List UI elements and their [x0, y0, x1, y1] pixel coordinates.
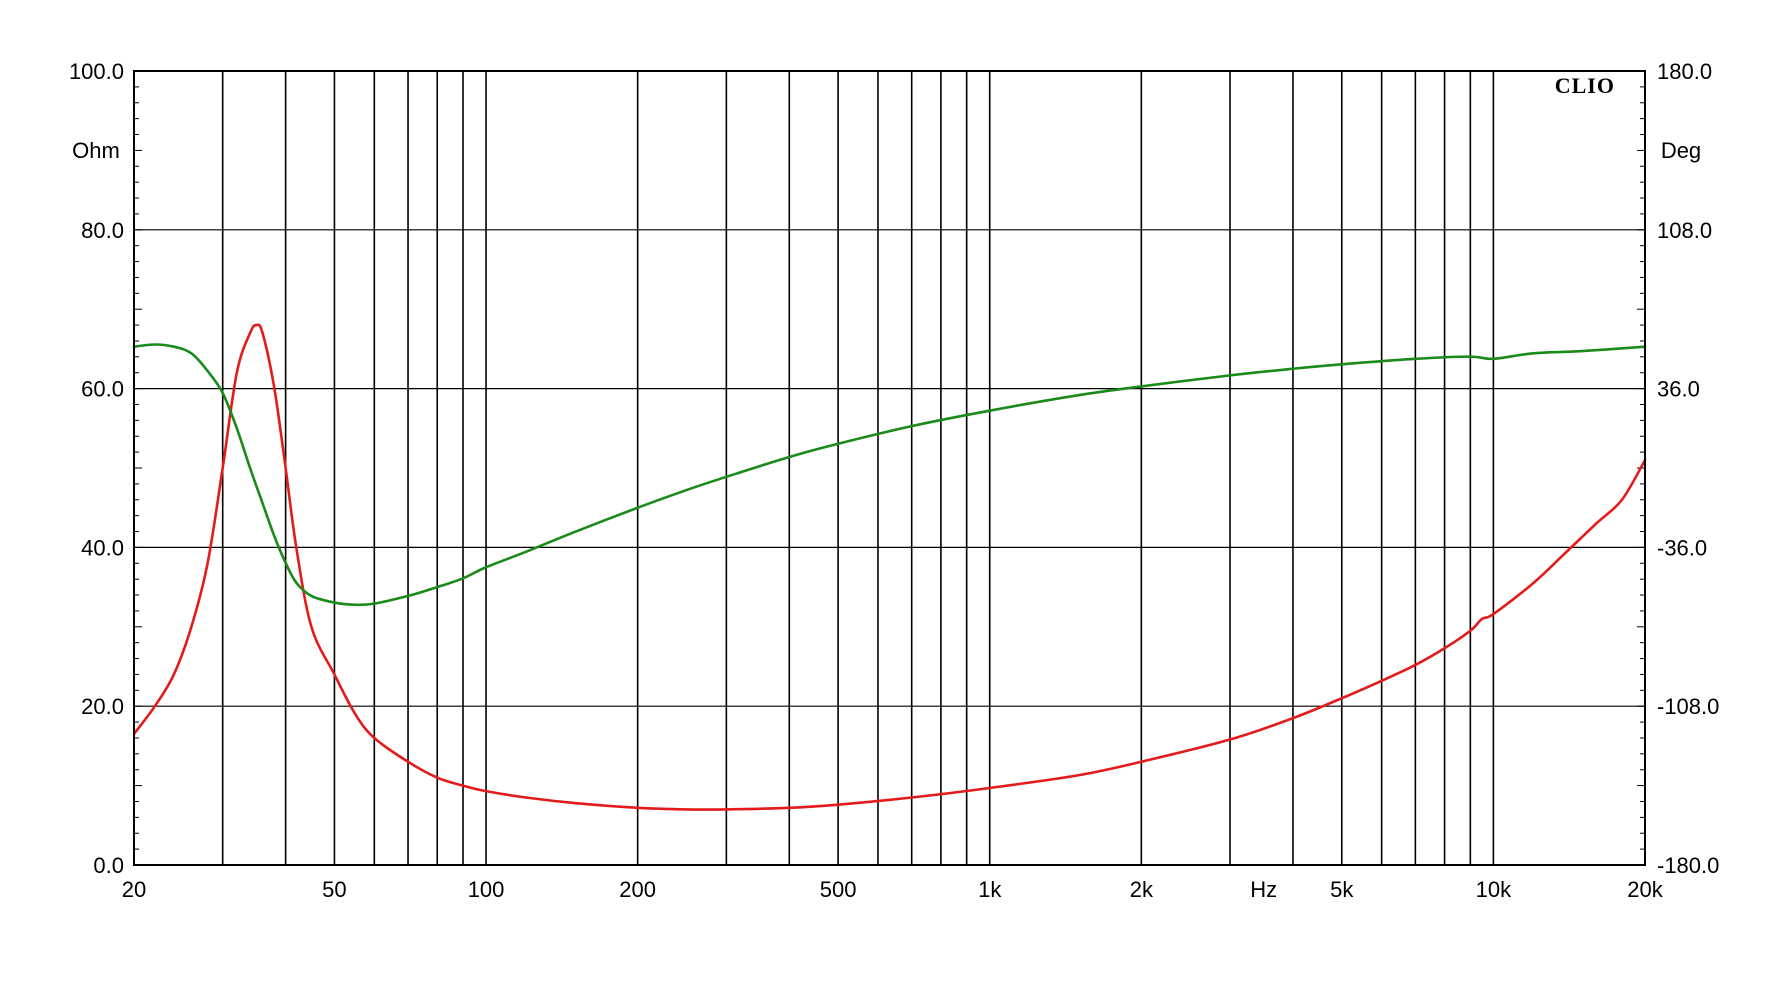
x-tick-label: 50	[322, 877, 346, 902]
left-tick-label: 40.0	[81, 535, 124, 560]
x-tick-label: 1k	[978, 877, 1002, 902]
right-tick-label: 36.0	[1657, 377, 1700, 402]
left-tick-label: 60.0	[81, 377, 124, 402]
right-tick-label: 108.0	[1657, 218, 1712, 243]
right-tick-label: -180.0	[1657, 853, 1719, 878]
right-axis-unit: Deg	[1661, 138, 1701, 163]
left-tick-label: 0.0	[93, 853, 124, 878]
x-tick-label: 10k	[1476, 877, 1512, 902]
right-tick-label: 180.0	[1657, 59, 1712, 84]
x-tick-label: 20	[122, 877, 146, 902]
left-tick-label: 80.0	[81, 218, 124, 243]
x-tick-label: 20k	[1627, 877, 1663, 902]
tick-labels: 0.0 20.0 40.0 60.0 80.0 100.0 -180.0 -108.0 -36.…	[69, 59, 1719, 902]
x-tick-label: 500	[820, 877, 857, 902]
right-tick-label: -108.0	[1657, 694, 1719, 719]
x-tick-label: 2k	[1130, 877, 1154, 902]
x-axis-unit: Hz	[1250, 877, 1277, 902]
impedance-curve	[132, 323, 1647, 811]
right-tick-label: -36.0	[1657, 535, 1707, 560]
left-tick-label: 20.0	[81, 694, 124, 719]
left-axis-unit: Ohm	[72, 138, 120, 163]
grid	[133, 70, 1646, 866]
x-tick-label: 200	[619, 877, 656, 902]
plot-frame	[133, 70, 1646, 866]
phase-curve	[132, 343, 1647, 607]
x-tick-label: 5k	[1330, 877, 1354, 902]
left-tick-label: 100.0	[69, 59, 124, 84]
x-tick-label: 100	[468, 877, 505, 902]
series-layer	[132, 323, 1647, 811]
brand-logo: CLIO	[1555, 73, 1615, 98]
